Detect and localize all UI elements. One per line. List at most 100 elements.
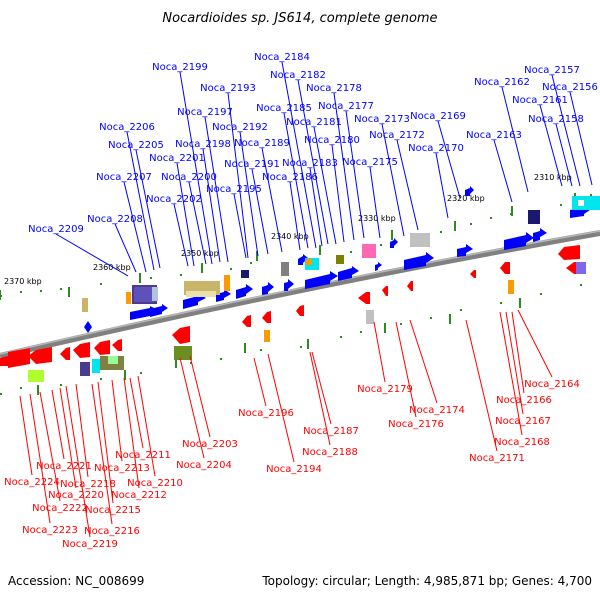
gene-label: Noca_2197 xyxy=(177,107,233,118)
leader-line xyxy=(137,375,156,477)
leader-line xyxy=(311,351,332,425)
leader-line xyxy=(333,92,355,241)
leader-line xyxy=(297,79,329,245)
leader-line xyxy=(179,357,205,459)
gene-label: Noca_2222 xyxy=(32,503,88,514)
gene-label: Noca_2198 xyxy=(175,139,231,150)
gene-label: Noca_2181 xyxy=(286,117,342,128)
leader-line xyxy=(309,167,323,247)
gene-label: Noca_2186 xyxy=(262,172,318,183)
leader-line xyxy=(173,203,189,267)
leader-line xyxy=(396,139,419,231)
gene-label: Noca_2183 xyxy=(282,158,338,169)
gene-label: Noca_2179 xyxy=(357,384,413,395)
leader-line xyxy=(505,311,524,415)
gene-label: Noca_2188 xyxy=(302,447,358,458)
leader-line xyxy=(176,162,195,267)
leader-line xyxy=(511,311,525,394)
gene-label: Noca_2180 xyxy=(304,135,360,146)
leader-line xyxy=(126,131,155,271)
leader-line xyxy=(51,389,65,460)
gene-label: Noca_2212 xyxy=(111,490,167,501)
gene-label: Noca_2177 xyxy=(318,101,374,112)
gene-label: Noca_2224 xyxy=(4,477,60,488)
leader-line xyxy=(281,61,317,249)
leader-line xyxy=(309,351,331,446)
leader-line xyxy=(55,233,129,277)
gene-label: Noca_2185 xyxy=(256,103,312,114)
leader-line xyxy=(499,311,523,436)
gene-label: Noca_2223 xyxy=(22,525,78,536)
gene-label: Noca_2215 xyxy=(85,505,141,516)
leader-line xyxy=(369,166,381,239)
feature-blocks xyxy=(28,196,600,382)
leader-line xyxy=(189,355,211,438)
map-title: Nocardioides sp. JS614, complete genome xyxy=(162,11,437,26)
gene-label: Noca_2199 xyxy=(152,62,208,73)
leader-line xyxy=(29,393,51,524)
gene-label: Noca_2168 xyxy=(494,437,550,448)
leader-line xyxy=(251,168,269,255)
gene-label: Noca_2157 xyxy=(524,65,580,76)
leader-line xyxy=(373,321,386,383)
gene-label: Noca_2162 xyxy=(474,77,530,88)
leader-line xyxy=(233,193,247,259)
leader-line xyxy=(465,319,498,452)
leader-line xyxy=(289,181,301,251)
gene-label: Noca_2209 xyxy=(28,224,84,235)
leader-line xyxy=(437,120,461,199)
kbp-label: 2360 kbp xyxy=(93,263,131,272)
forward-gene-labels: Noca_2156 Noca_2157 Noca_2158 Noca_2161 Noca… xyxy=(28,52,598,277)
gene-label: Noca_2210 xyxy=(127,478,183,489)
leader-line xyxy=(569,91,593,186)
leader-line xyxy=(59,387,77,489)
leader-line xyxy=(395,321,417,418)
leader-line xyxy=(493,139,513,203)
gene-label: Noca_2173 xyxy=(354,114,410,125)
gene-label: Noca_2195 xyxy=(206,184,262,195)
leader-line xyxy=(123,377,140,489)
leader-line xyxy=(239,131,259,257)
gene-label: Noca_2174 xyxy=(409,405,465,416)
gene-label: Noca_2218 xyxy=(60,479,116,490)
gene-label: Noca_2204 xyxy=(176,460,232,471)
leader-line xyxy=(123,181,147,273)
leader-line xyxy=(188,181,207,265)
gene-label: Noca_2187 xyxy=(303,426,359,437)
gene-label: Noca_2221 xyxy=(36,461,92,472)
gene-label: Noca_2193 xyxy=(200,83,256,94)
leader-line xyxy=(555,123,573,187)
leader-line xyxy=(501,86,529,193)
gene-label: Noca_2163 xyxy=(466,130,522,141)
gene-label: Noca_2184 xyxy=(254,52,310,63)
gene-label: Noca_2206 xyxy=(99,122,155,133)
gene-label: Noca_2166 xyxy=(496,395,552,406)
gene-label: Noca_2194 xyxy=(266,464,322,475)
gene-label: Noca_2161 xyxy=(512,95,568,106)
leader-line xyxy=(227,92,249,259)
leader-line xyxy=(313,126,337,245)
leader-line xyxy=(179,71,213,265)
genome-summary-text: Topology: circular; Length: 4,985,871 bp… xyxy=(261,574,592,588)
gene-label: Noca_2192 xyxy=(212,122,268,133)
gene-label: Noca_2172 xyxy=(369,130,425,141)
gene-label: Noca_2156 xyxy=(542,82,598,93)
gene-label: Noca_2196 xyxy=(238,408,294,419)
gene-label: Noca_2167 xyxy=(495,416,551,427)
gene-label: Noca_2164 xyxy=(524,379,580,390)
gene-label: Noca_2211 xyxy=(115,450,171,461)
leader-line xyxy=(539,104,563,187)
leader-line xyxy=(517,309,553,378)
gene-label: Noca_2202 xyxy=(146,194,202,205)
leader-line xyxy=(261,147,283,253)
kbp-label: 2350 kbp xyxy=(181,249,219,258)
gene-label: Noca_2205 xyxy=(108,140,164,151)
leader-line xyxy=(19,395,33,476)
gene-label: Noca_2207 xyxy=(96,172,152,183)
gene-label: Noca_2158 xyxy=(528,114,584,125)
accession-text: Accession: NC_008699 xyxy=(8,574,144,588)
leader-line xyxy=(283,112,309,249)
tick-marks xyxy=(0,193,576,395)
